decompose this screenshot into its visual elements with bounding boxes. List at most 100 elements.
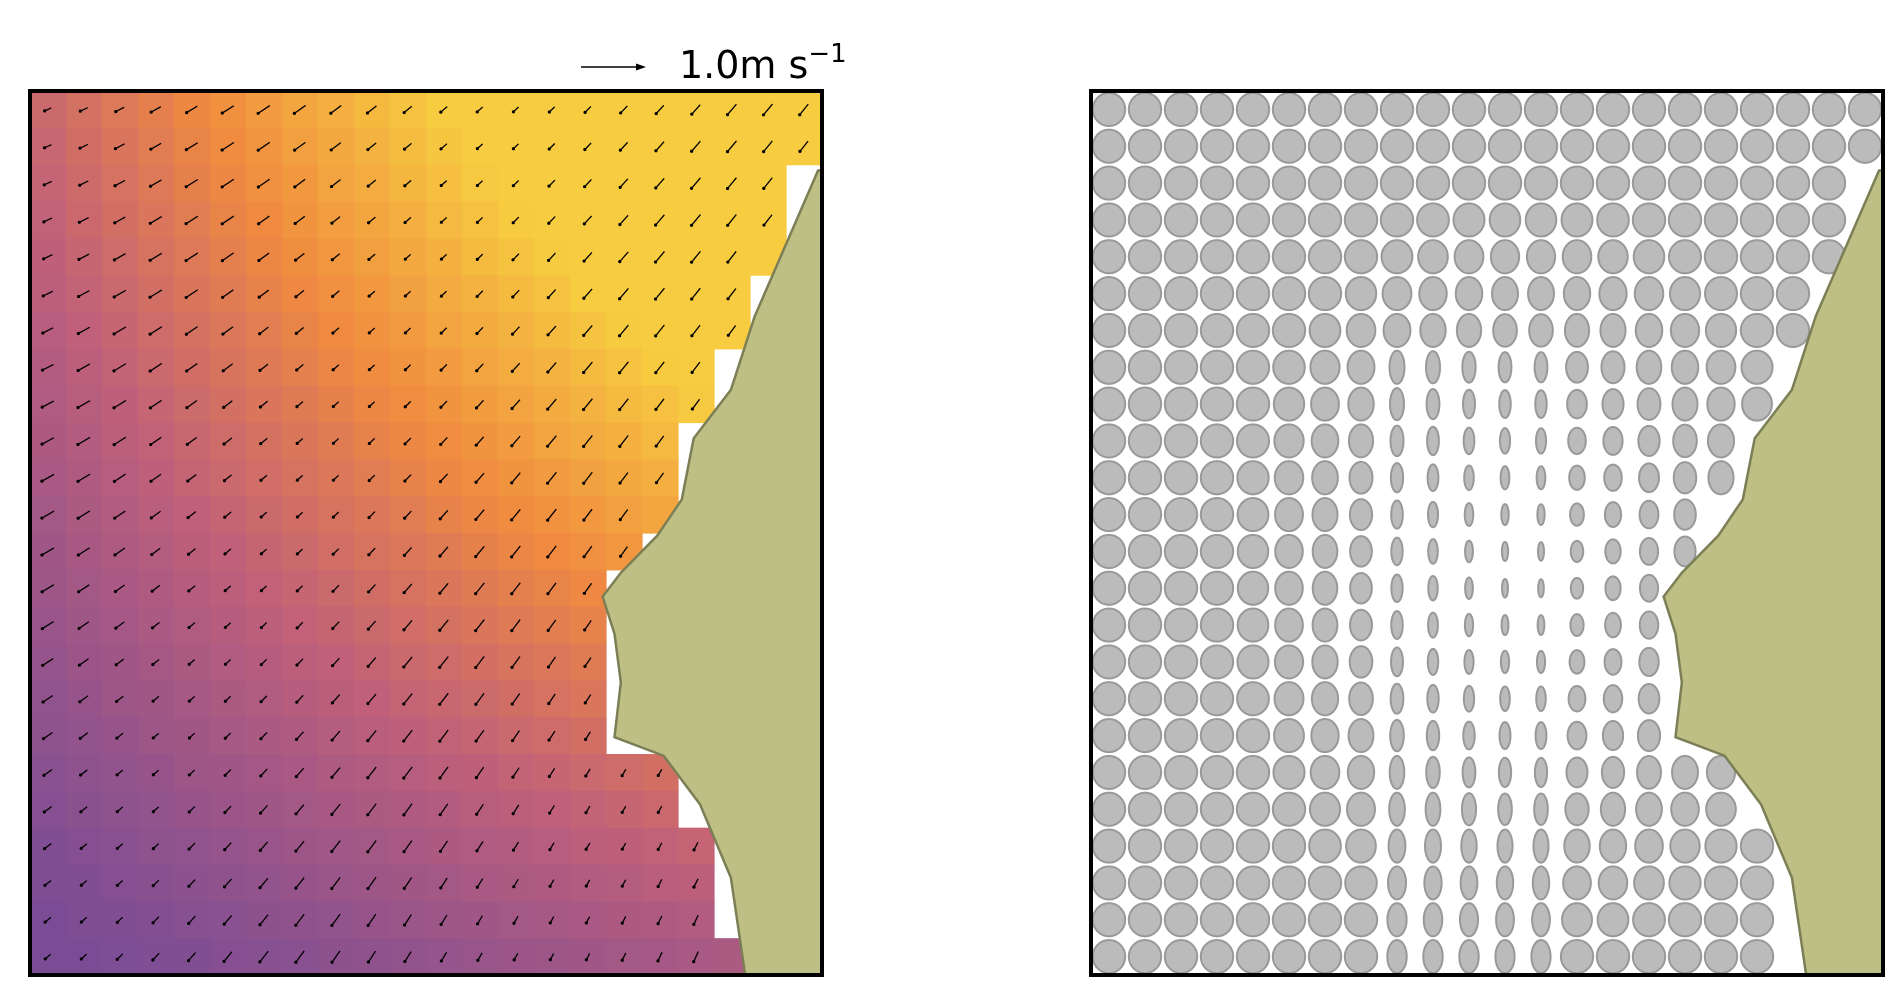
velocity-arrow [115, 584, 125, 593]
arrow-head [366, 886, 370, 891]
arrow-head [654, 371, 658, 375]
arrow-head [762, 186, 766, 190]
velocity-arrow [223, 400, 233, 408]
ellipse-mark [1091, 607, 1127, 643]
velocity-arrow [42, 621, 54, 630]
arrow-head [222, 405, 226, 409]
velocity-arrow [259, 363, 269, 371]
arrow-head [222, 959, 226, 963]
ellipse-mark [1311, 533, 1339, 569]
ellipse-mark [1091, 423, 1127, 459]
velocity-arrow [260, 804, 268, 814]
arrow-head [40, 553, 44, 557]
velocity-arrow [799, 140, 809, 152]
ellipse-mark [1500, 503, 1510, 527]
ellipse-mark [1308, 791, 1342, 827]
ellipse-mark [1307, 276, 1343, 312]
arrow-head [187, 847, 191, 851]
ellipse-mark [1632, 902, 1666, 938]
arrow-head [367, 404, 372, 409]
arrow-head [259, 478, 263, 482]
arrow-head [331, 368, 335, 372]
arrow-head [43, 109, 47, 113]
arrow-head [582, 444, 586, 448]
ellipse-mark [1498, 721, 1512, 751]
arrow-head [329, 148, 333, 152]
ellipse-mark [1595, 165, 1631, 201]
ellipse-mark [1561, 239, 1593, 275]
ellipse-mark [1091, 276, 1127, 312]
ellipse-mark [1199, 681, 1235, 717]
arrow-head [798, 149, 802, 154]
ellipse-mark [1533, 756, 1549, 789]
arrow-head [151, 958, 155, 962]
ellipse-mark [1494, 939, 1516, 975]
ellipse-mark [1419, 312, 1447, 348]
ellipse-mark [1775, 276, 1811, 312]
ellipse-mark [1235, 865, 1271, 901]
velocity-arrow [150, 473, 162, 482]
arrow-head [113, 147, 118, 151]
ellipse-mark [1667, 165, 1703, 201]
ellipse-mark [1127, 607, 1163, 643]
ellipse-mark [1236, 681, 1270, 717]
arrow-head [187, 921, 191, 926]
arrow-head [184, 295, 188, 300]
arrow-head [79, 957, 83, 961]
ellipse-mark [1707, 460, 1735, 496]
ellipse-mark [1273, 681, 1305, 717]
panel-frame [1089, 89, 1885, 977]
velocity-arrow [583, 398, 593, 410]
ellipse-mark [1668, 276, 1702, 312]
arrow-head [475, 257, 479, 261]
ellipse-mark [1199, 828, 1235, 864]
arrow-head [185, 110, 189, 115]
arrow-head [547, 738, 551, 742]
ellipse-mark [1091, 902, 1127, 938]
arrow-head [112, 406, 116, 410]
ellipse-mark [1091, 533, 1127, 569]
ellipse-mark [1739, 276, 1775, 312]
ellipse-mark [1199, 386, 1235, 422]
ellipse-mark [1199, 718, 1235, 754]
ellipse-mark [1667, 239, 1703, 275]
ellipse-mark [1163, 718, 1199, 754]
velocity-arrow [439, 766, 449, 779]
ellipse-mark [1704, 276, 1738, 312]
velocity-arrow [655, 251, 665, 263]
arrow-head [690, 407, 695, 411]
arrow-head [582, 296, 586, 300]
ellipse-mark [1389, 718, 1405, 753]
ellipse-mark [1091, 939, 1127, 975]
arrow-head [258, 960, 262, 964]
arrow-head [256, 111, 260, 115]
velocity-arrow [78, 326, 90, 335]
ellipse-mark [1343, 91, 1379, 127]
arrow-head [330, 258, 334, 262]
ellipse-mark [1311, 644, 1339, 680]
arrow-head [725, 149, 730, 154]
velocity-arrow [150, 106, 162, 113]
ellipse-mark [1345, 791, 1377, 827]
velocity-arrow [185, 289, 199, 298]
arrow-head [438, 702, 442, 706]
velocity-arrow [511, 582, 521, 595]
arrow-head [618, 185, 622, 189]
ellipse-mark [1307, 91, 1343, 127]
arrow-head [148, 258, 152, 262]
ellipse-mark [1163, 497, 1199, 533]
velocity-arrow [403, 729, 413, 742]
arrow-head [366, 776, 370, 780]
velocity-arrow [186, 399, 198, 409]
ellipse-mark [1462, 388, 1476, 420]
velocity-arrow [511, 656, 521, 668]
ellipse-mark [1127, 91, 1163, 127]
arrow-head [475, 885, 479, 889]
ellipse-mark [1343, 239, 1379, 275]
ellipse-mark [1311, 607, 1339, 643]
velocity-arrow [367, 693, 377, 704]
ellipse-mark [1705, 349, 1737, 385]
ellipse-mark [1271, 791, 1307, 827]
velocity-arrow [41, 437, 55, 445]
arrow-head [583, 110, 587, 114]
